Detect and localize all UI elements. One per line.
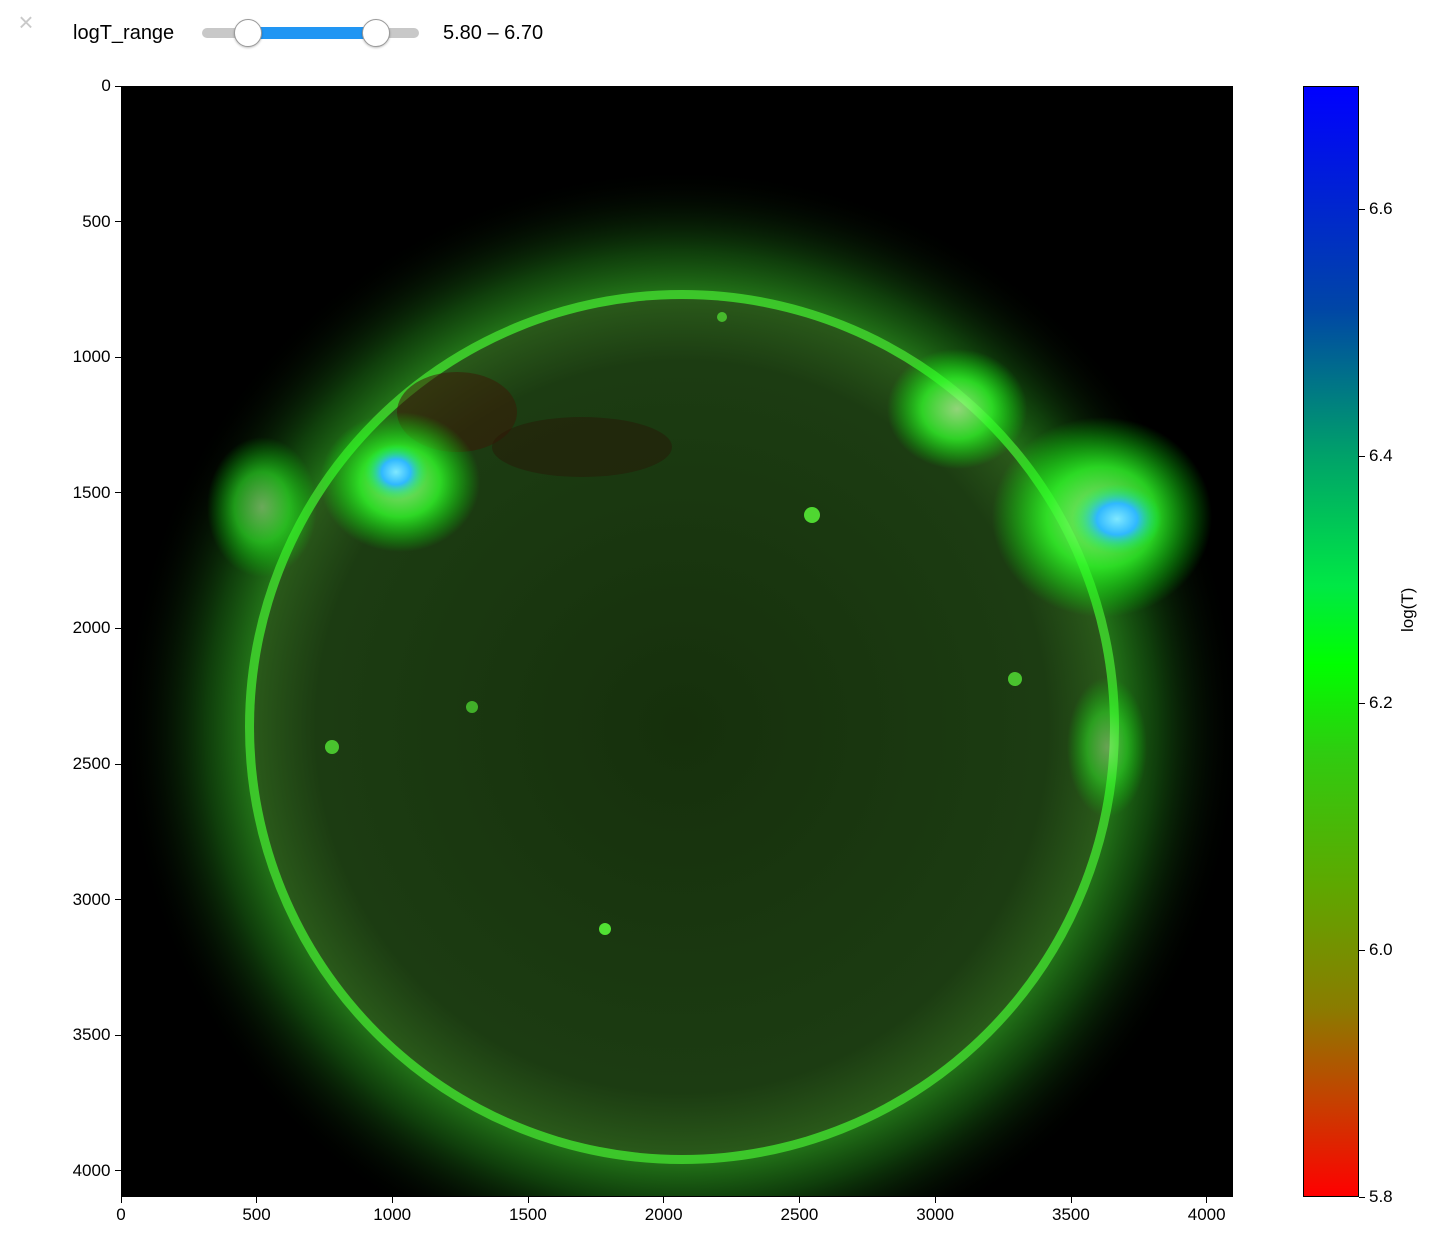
x-tick-label: 1500 [509, 1205, 547, 1224]
y-tick-label: 2000 [72, 618, 111, 638]
close-icon[interactable]: × [18, 7, 34, 37]
y-tick-mark [115, 899, 121, 901]
slider-label: logT_range [73, 22, 175, 44]
colorbar [1303, 86, 1359, 1197]
y-tick-mark [115, 763, 121, 765]
colorbar-tick-mark [1359, 949, 1365, 951]
logT-range-widget: logT_range 5.80 – 6.70 [0, 0, 640, 66]
y-tick-label: 2500 [72, 754, 111, 774]
x-tick-label: 2000 [644, 1205, 683, 1224]
x-tick-mark [663, 1197, 665, 1203]
colorbar-label: log(T) [1398, 587, 1417, 632]
y-tick-label: 3500 [72, 1025, 111, 1045]
x-tick-mark [527, 1197, 529, 1203]
colorbar-tick-mark [1359, 455, 1365, 457]
x-tick-mark [256, 1197, 258, 1203]
y-tick-mark [115, 1170, 121, 1172]
x-tick-label: 3000 [916, 1205, 955, 1224]
y-tick-label: 4000 [72, 1160, 111, 1180]
x-tick-label: 1000 [373, 1205, 412, 1224]
slider-readout: 5.80 – 6.70 [443, 22, 544, 44]
x-tick-label: 0 [116, 1205, 126, 1224]
y-tick-label: 1500 [72, 482, 111, 502]
y-tick-mark [115, 492, 121, 494]
y-tick-mark [115, 1034, 121, 1036]
y-tick-mark [115, 627, 121, 629]
y-tick-label: 3000 [72, 889, 111, 909]
x-tick-label: 500 [242, 1205, 271, 1224]
solar-image-plot [121, 86, 1233, 1197]
x-tick-label: 3500 [1051, 1205, 1090, 1224]
x-tick-mark [391, 1197, 393, 1203]
x-tick-mark [1206, 1197, 1208, 1203]
y-tick-label: 0 [101, 76, 111, 95]
x-tick-mark [934, 1197, 936, 1203]
colorbar-tick-label: 6.0 [1369, 940, 1393, 960]
y-tick-mark [115, 85, 121, 87]
colorbar-tick-mark [1359, 702, 1365, 704]
colorbar-tick-mark [1359, 208, 1365, 210]
x-tick-label: 2500 [780, 1205, 819, 1224]
x-tick-mark [799, 1197, 801, 1203]
x-tick-mark [120, 1197, 122, 1203]
colorbar-tick-mark [1359, 1196, 1365, 1198]
y-tick-mark [115, 221, 121, 223]
colorbar-tick-label: 6.2 [1369, 693, 1393, 713]
slider-low-handle[interactable] [234, 19, 262, 47]
slider-range-fill [248, 27, 376, 39]
slider-high-handle[interactable] [362, 19, 390, 47]
x-tick-mark [1070, 1197, 1072, 1203]
y-tick-label: 500 [82, 211, 111, 231]
y-tick-mark [115, 356, 121, 358]
colorbar-tick-label: 6.6 [1369, 199, 1393, 219]
x-tick-label: 4000 [1187, 1205, 1226, 1224]
colorbar-tick-label: 5.8 [1369, 1187, 1393, 1206]
solar-image [122, 87, 1232, 1196]
y-tick-label: 1000 [72, 347, 111, 367]
colorbar-tick-label: 6.4 [1369, 446, 1393, 466]
